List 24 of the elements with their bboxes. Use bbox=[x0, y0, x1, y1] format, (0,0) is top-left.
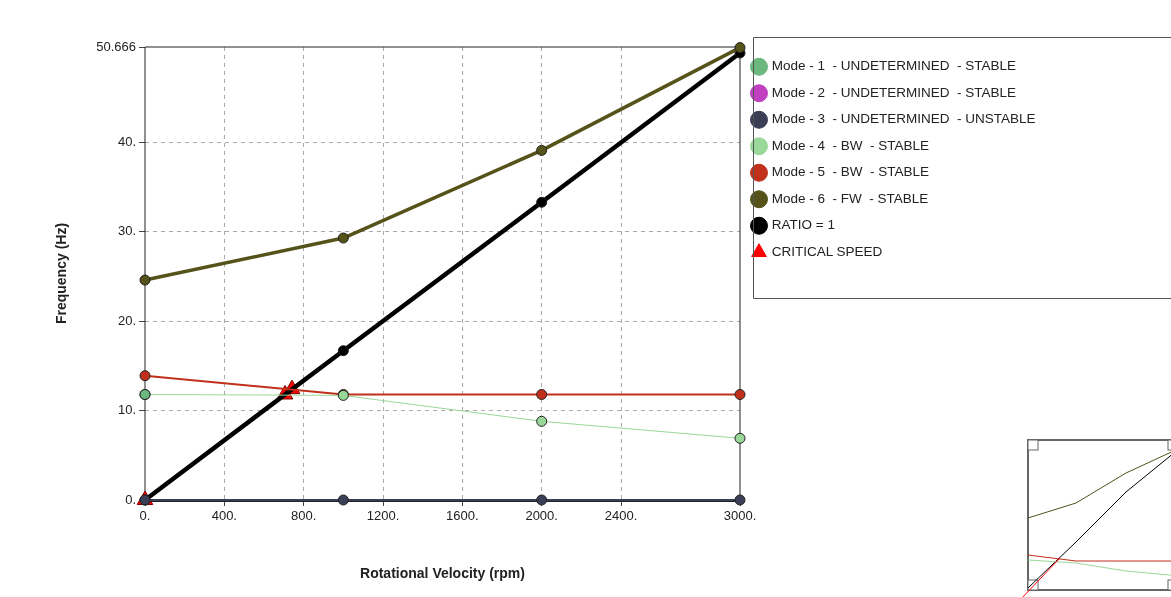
legend-label: Mode - 5 - BW - STABLE bbox=[771, 164, 930, 180]
y-tick-label: 0. bbox=[125, 491, 136, 507]
y-tick-label: 30. bbox=[117, 223, 136, 239]
legend-label: CRITICAL SPEED bbox=[771, 243, 883, 259]
x-tick-label: 2000. bbox=[525, 508, 558, 524]
x-tick-label: 3000. bbox=[723, 508, 757, 524]
y-tick-label: 50.666 bbox=[96, 38, 136, 54]
y-tick-label: 40. bbox=[117, 133, 136, 149]
legend-label: Mode - 6 - FW - STABLE bbox=[771, 190, 929, 206]
x-tick-label: 400. bbox=[211, 508, 237, 524]
legend-label: Mode - 2 - UNDETERMINED - STABLE bbox=[771, 84, 1017, 100]
y-tick-label: 20. bbox=[117, 312, 136, 328]
x-tick-label: 0. bbox=[139, 508, 151, 524]
y-tick-label: 10. bbox=[117, 402, 136, 418]
x-tick-label: 800. bbox=[291, 508, 317, 524]
x-tick-label: 1600. bbox=[446, 508, 479, 524]
y-axis-title: Frequency (Hz) bbox=[53, 222, 70, 325]
legend-label: RATIO = 1 bbox=[771, 217, 835, 233]
legend-label: Mode - 4 - BW - STABLE bbox=[771, 137, 930, 153]
legend-label: Mode - 1 - UNDETERMINED - STABLE bbox=[771, 58, 1017, 74]
x-tick-label: 2400. bbox=[604, 508, 638, 524]
x-tick-label: 1200. bbox=[366, 508, 400, 524]
x-axis-title: Rotational Velocity (rpm) bbox=[360, 565, 525, 582]
legend-label: Mode - 3 - UNDETERMINED - UNSTABLE bbox=[771, 111, 1036, 127]
